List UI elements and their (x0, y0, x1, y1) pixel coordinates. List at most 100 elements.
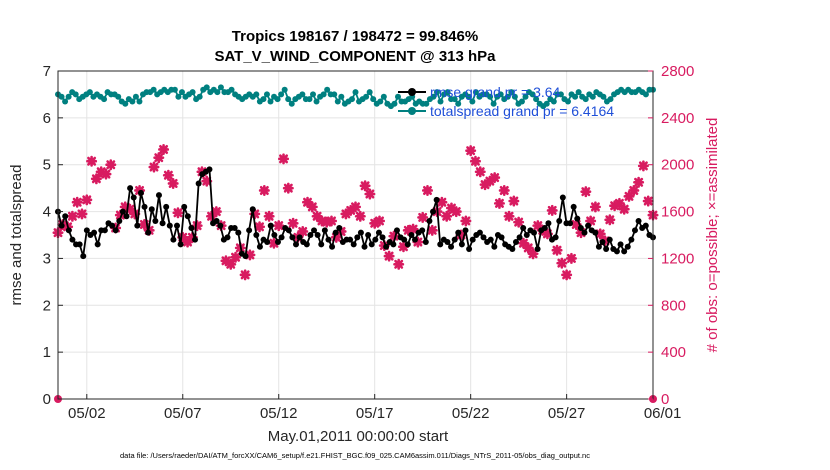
series-point-totalspread-144 (565, 98, 571, 105)
obs-point-63 (354, 210, 366, 222)
obs-point-6 (81, 194, 93, 206)
obs-point-13 (114, 209, 126, 221)
obs-point-121 (633, 176, 645, 188)
series-point-rmse-115 (469, 236, 476, 243)
obs-point-119 (623, 190, 635, 202)
series-point-rmse-102 (422, 239, 429, 246)
obs-point-18 (138, 218, 150, 230)
series-point-rmse-33 (174, 222, 180, 229)
obs-point-81 (441, 210, 453, 222)
obs-point-112 (589, 201, 601, 213)
series-point-rmse-62 (278, 234, 285, 241)
obs-point-73 (402, 224, 414, 236)
series-point-rmse-55 (253, 232, 260, 238)
series-point-rmse-86 (365, 232, 372, 238)
series-point-rmse-147 (585, 222, 592, 229)
series-point-totalspread-59 (263, 91, 270, 98)
y2-tick-label-5: 2000 (661, 157, 694, 174)
obs-point-33 (210, 206, 222, 218)
obs-point-65 (364, 188, 376, 200)
series-point-rmse-60 (271, 232, 278, 238)
series-point-totalspread-104 (423, 100, 430, 107)
obs-point-35 (220, 255, 232, 267)
series-point-rmse-17 (116, 217, 123, 224)
series-point-totalspread-62 (274, 96, 281, 103)
obs-point-85 (460, 215, 472, 227)
obs-point-61 (345, 204, 357, 216)
series-point-totalspread-76 (324, 86, 331, 93)
series-point-rmse-103 (426, 217, 433, 224)
series-point-rmse-42 (206, 166, 213, 173)
series-point-rmse-53 (246, 227, 253, 234)
obs-point-90 (484, 175, 496, 187)
series-point-rmse-153 (606, 236, 613, 243)
series-point-rmse-13 (101, 227, 108, 234)
series-point-rmse-91 (383, 243, 390, 250)
series-point-rmse-161 (635, 217, 642, 224)
series-point-rmse-144 (574, 215, 581, 222)
series-point-rmse-112 (458, 241, 465, 248)
y2-tick-label-4: 1600 (661, 204, 694, 221)
obs-point-93 (498, 184, 510, 196)
obs-point-120 (628, 184, 640, 196)
series-point-totalspread-118 (472, 89, 479, 96)
x-tick-label-5: 05/27 (548, 405, 586, 422)
series-point-totalspread-95 (391, 100, 398, 107)
x-tick-label-0: 05/02 (68, 405, 106, 422)
obs-point-43 (258, 184, 270, 196)
y2-tick-label-6: 2400 (661, 110, 694, 127)
series-point-rmse-130 (523, 232, 530, 238)
series-point-rmse-146 (581, 229, 588, 236)
series-point-rmse-36 (184, 213, 191, 220)
y2-tick-label-1: 400 (661, 344, 686, 361)
series-point-rmse-110 (451, 236, 458, 243)
series-point-totalspread-110 (444, 89, 451, 96)
obs-point-78 (426, 224, 438, 236)
series-point-totalspread-63 (278, 91, 285, 98)
y-axis-right: 0 400 800 1200 1600 2000 2400 2800 (648, 63, 694, 408)
series-point-rmse-152 (603, 246, 610, 253)
series-point-totalspread-116 (465, 93, 472, 100)
obs-point-37 (230, 251, 242, 263)
x-axis-label: May.01,2011 00:00:00 start (268, 428, 449, 445)
series-point-rmse-75 (325, 236, 332, 243)
legend: rmse grand pr = 3.64 totalspread grand pr… (398, 84, 614, 119)
series-point-totalspread-78 (331, 91, 338, 98)
series-point-rmse-18 (119, 208, 126, 215)
series-point-totalspread-1 (58, 93, 65, 100)
obs-point-92 (493, 197, 505, 209)
series-point-rmse-96 (401, 236, 408, 243)
series-point-totalspread-46 (217, 84, 224, 91)
series-point-rmse-139 (556, 217, 563, 224)
obs-point-20 (148, 161, 160, 173)
series-point-rmse-140 (559, 194, 566, 201)
series-point-rmse-58 (264, 239, 271, 246)
y-tick-label-2: 2 (43, 297, 51, 314)
obs-point-57 (326, 215, 338, 227)
obs-point-48 (282, 182, 294, 194)
x-tick-label-6: 06/01 (644, 405, 682, 422)
series-point-rmse-98 (408, 232, 415, 238)
obs-point-96 (513, 216, 525, 228)
obs-point-22 (158, 143, 170, 155)
series-point-rmse-23 (137, 189, 144, 196)
series-point-rmse-26 (148, 206, 155, 213)
series-point-rmse-81 (347, 236, 354, 243)
obs-point-62 (350, 201, 361, 213)
x-tick-label-4: 05/22 (452, 405, 490, 422)
series-point-rmse-138 (552, 234, 559, 241)
series-point-rmse-70 (307, 232, 314, 238)
series-point-rmse-22 (134, 222, 141, 229)
series-point-rmse-101 (419, 227, 426, 234)
series-point-totalspread-149 (582, 96, 589, 103)
legend-marker-1 (408, 107, 416, 115)
series-point-rmse-76 (329, 243, 336, 250)
series-point-totalspread-128 (508, 89, 515, 96)
series-point-totalspread-21 (129, 98, 136, 105)
series-point-totalspread-69 (299, 91, 306, 98)
series-point-totalspread-17 (115, 93, 122, 100)
y2-axis-label: # of obs: o=possible; ×=assimilated (704, 118, 721, 353)
obs-point-41 (249, 208, 261, 220)
series-point-rmse-73 (318, 241, 325, 248)
y2-tick-label-2: 800 (661, 297, 686, 314)
